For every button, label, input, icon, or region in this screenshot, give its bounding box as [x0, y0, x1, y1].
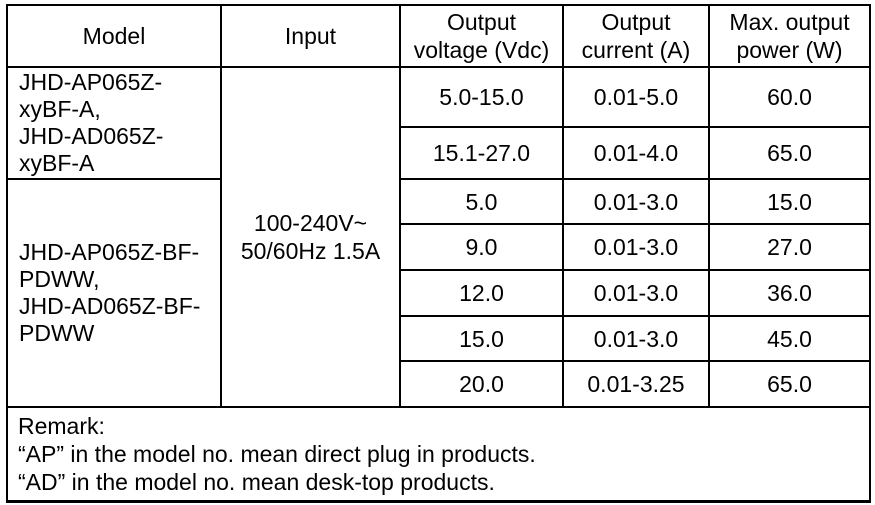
current-row-1: 0.01-5.0	[562, 66, 710, 128]
current-row-6: 0.01-3.0	[562, 315, 710, 362]
remark-cell: Remark: “AP” in the model no. mean direc…	[6, 406, 871, 502]
data-row-4: 9.0 0.01-3.0 27.0	[7, 223, 871, 271]
input-cell: 100-240V~ 50/60Hz 1.5A	[220, 66, 401, 408]
power-row-1: 60.0	[708, 66, 871, 128]
model-group-2-line2: PDWW,	[19, 266, 100, 292]
remark-line1: “AP” in the model no. mean direct plug i…	[18, 440, 536, 467]
voltage-row-4: 9.0	[399, 223, 564, 271]
voltage-row-3: 5.0	[399, 178, 564, 225]
current-row-4: 0.01-3.0	[562, 223, 710, 271]
header-max-output-power: Max. output power (W)	[708, 4, 871, 68]
power-row-2: 65.0	[708, 126, 871, 180]
model-group-2-line1: JHD-AP065Z-BF-	[19, 239, 200, 265]
voltage-row-2: 15.1-27.0	[399, 126, 564, 180]
header-output-current-line2: current (A)	[581, 37, 691, 63]
header-input: Input	[220, 4, 401, 68]
model-group-1-line4: xyBF-A	[19, 150, 95, 176]
current-row-2: 0.01-4.0	[562, 126, 710, 180]
power-row-6: 45.0	[708, 315, 871, 362]
header-input-label: Input	[284, 23, 337, 49]
header-max-output-power-line2: power (W)	[736, 37, 843, 63]
power-row-3: 15.0	[708, 178, 871, 225]
header-output-voltage-line2: voltage (Vdc)	[413, 37, 550, 63]
model-group-1-line2: xyBF-A,	[19, 96, 101, 122]
data-row-6: 15.0 0.01-3.0 45.0	[7, 315, 871, 362]
header-max-output-power-line1: Max. output	[729, 9, 850, 35]
input-line1: 100-240V~	[253, 210, 368, 236]
data-row-7: 20.0 0.01-3.25 65.0	[7, 360, 871, 408]
power-row-7: 65.0	[708, 360, 871, 408]
data-row-1: JHD-AP065Z- xyBF-A, JHD-AD065Z- xyBF-A 1…	[6, 66, 871, 408]
voltage-row-6: 15.0	[399, 315, 564, 362]
model-group-1-cell: JHD-AP065Z- xyBF-A, JHD-AD065Z- xyBF-A	[6, 66, 222, 180]
remark-line2: “AD” in the model no. mean desk-top prod…	[18, 468, 495, 495]
model-group-2-cell: JHD-AP065Z-BF- PDWW, JHD-AD065Z-BF- PDWW	[6, 178, 222, 408]
model-group-1-line1: JHD-AP065Z-	[19, 69, 163, 95]
voltage-row-7: 20.0	[399, 360, 564, 408]
model-group-2-line3: JHD-AD065Z-BF-	[19, 293, 201, 319]
remark-row: Remark: “AP” in the model no. mean direc…	[6, 406, 871, 502]
data-row-5: 12.0 0.01-3.0 36.0	[7, 269, 871, 317]
voltage-row-5: 12.0	[399, 269, 564, 317]
header-output-current-line1: Output	[601, 9, 671, 35]
input-line2: 50/60Hz 1.5A	[240, 238, 381, 264]
header-model-label: Model	[82, 23, 146, 49]
power-row-5: 36.0	[708, 269, 871, 317]
data-row-3: JHD-AP065Z-BF- PDWW, JHD-AD065Z-BF- PDWW…	[6, 178, 871, 408]
header-row: Model Input Output voltage (Vdc) Output …	[6, 4, 871, 68]
model-group-1-line3: JHD-AD065Z-	[19, 123, 164, 149]
header-output-voltage-line1: Output	[446, 9, 517, 35]
data-row-2: 15.1-27.0 0.01-4.0 65.0	[7, 126, 871, 180]
current-row-7: 0.01-3.25	[562, 360, 710, 408]
power-row-4: 27.0	[708, 223, 871, 271]
header-output-voltage: Output voltage (Vdc)	[399, 4, 564, 68]
current-row-5: 0.01-3.0	[562, 269, 710, 317]
model-group-2-line4: PDWW	[19, 320, 95, 346]
current-row-3: 0.01-3.0	[562, 178, 710, 225]
voltage-row-1: 5.0-15.0	[399, 66, 564, 128]
remark-title: Remark:	[18, 412, 105, 439]
header-model: Model	[6, 4, 222, 68]
header-output-current: Output current (A)	[562, 4, 710, 68]
power-spec-table: Model Input Output voltage (Vdc) Output …	[6, 4, 871, 503]
